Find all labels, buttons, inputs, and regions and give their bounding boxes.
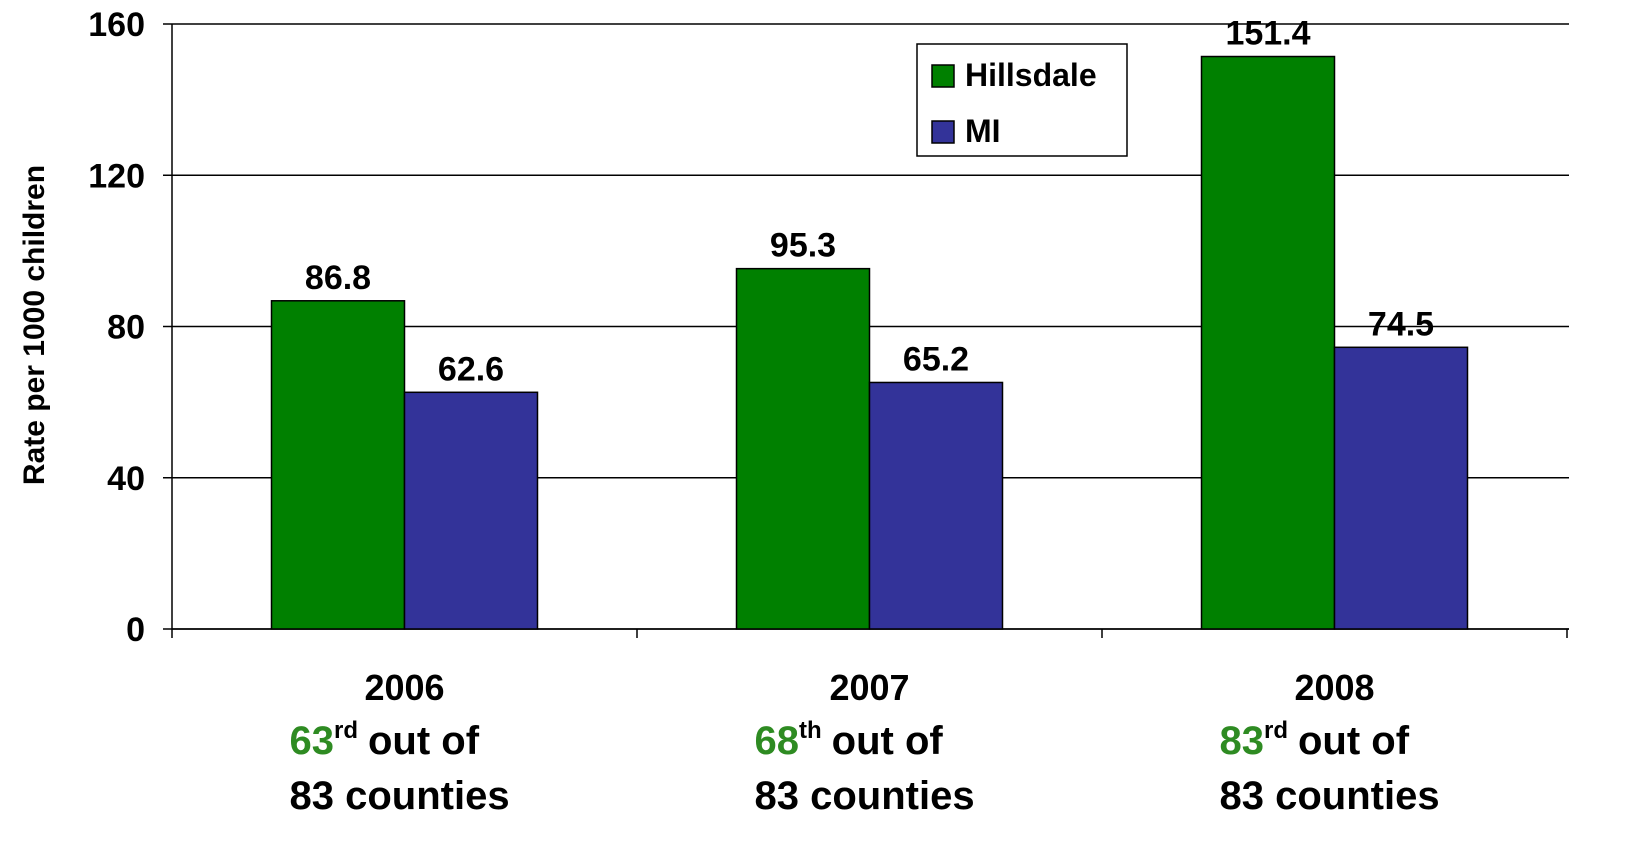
rank-suffix: th [799,717,822,744]
x-tick-label: 2008 [1294,667,1374,708]
note-text: out of [1298,719,1410,763]
y-tick-label: 160 [88,6,145,44]
rank-suffix: rd [1264,717,1288,744]
y-axis-label: Rate per 1000 children [18,165,51,485]
data-label: 62.6 [438,350,504,388]
rank: 63 [290,719,335,763]
y-tick-label: 40 [107,460,145,498]
bar [735,267,871,630]
category-note-line2: 83 counties [1220,774,1440,818]
x-tick-label: 2006 [364,667,444,708]
bar [403,391,539,630]
y-tick-label: 120 [88,157,145,195]
data-label: 74.5 [1368,305,1434,343]
bar [1333,346,1469,630]
data-label: 95.3 [770,227,836,265]
note-text: out of [832,719,944,763]
data-label: 65.2 [903,340,969,378]
category-note: 83rd out of [1220,717,1410,763]
y-tick-label: 80 [107,309,145,347]
bar [1200,55,1336,630]
bar [270,300,406,630]
data-label: 151.4 [1225,15,1310,53]
y-tick-label: 0 [126,611,145,649]
legend-label: MI [965,113,1001,149]
category-note: 63rd out of [290,717,480,763]
rank: 83 [1220,719,1265,763]
legend-label: Hillsdale [965,57,1097,93]
legend-swatch [931,64,955,88]
category-note: 68th out of [755,717,944,763]
category-note-line2: 83 counties [755,774,975,818]
rank-suffix: rd [334,717,358,744]
rank: 68 [755,719,800,763]
note-text: out of [368,719,480,763]
category-note-line2: 83 counties [290,774,510,818]
bar [868,381,1004,630]
data-label: 86.8 [305,259,371,297]
x-tick-label: 2007 [829,667,909,708]
legend-swatch [931,120,955,144]
